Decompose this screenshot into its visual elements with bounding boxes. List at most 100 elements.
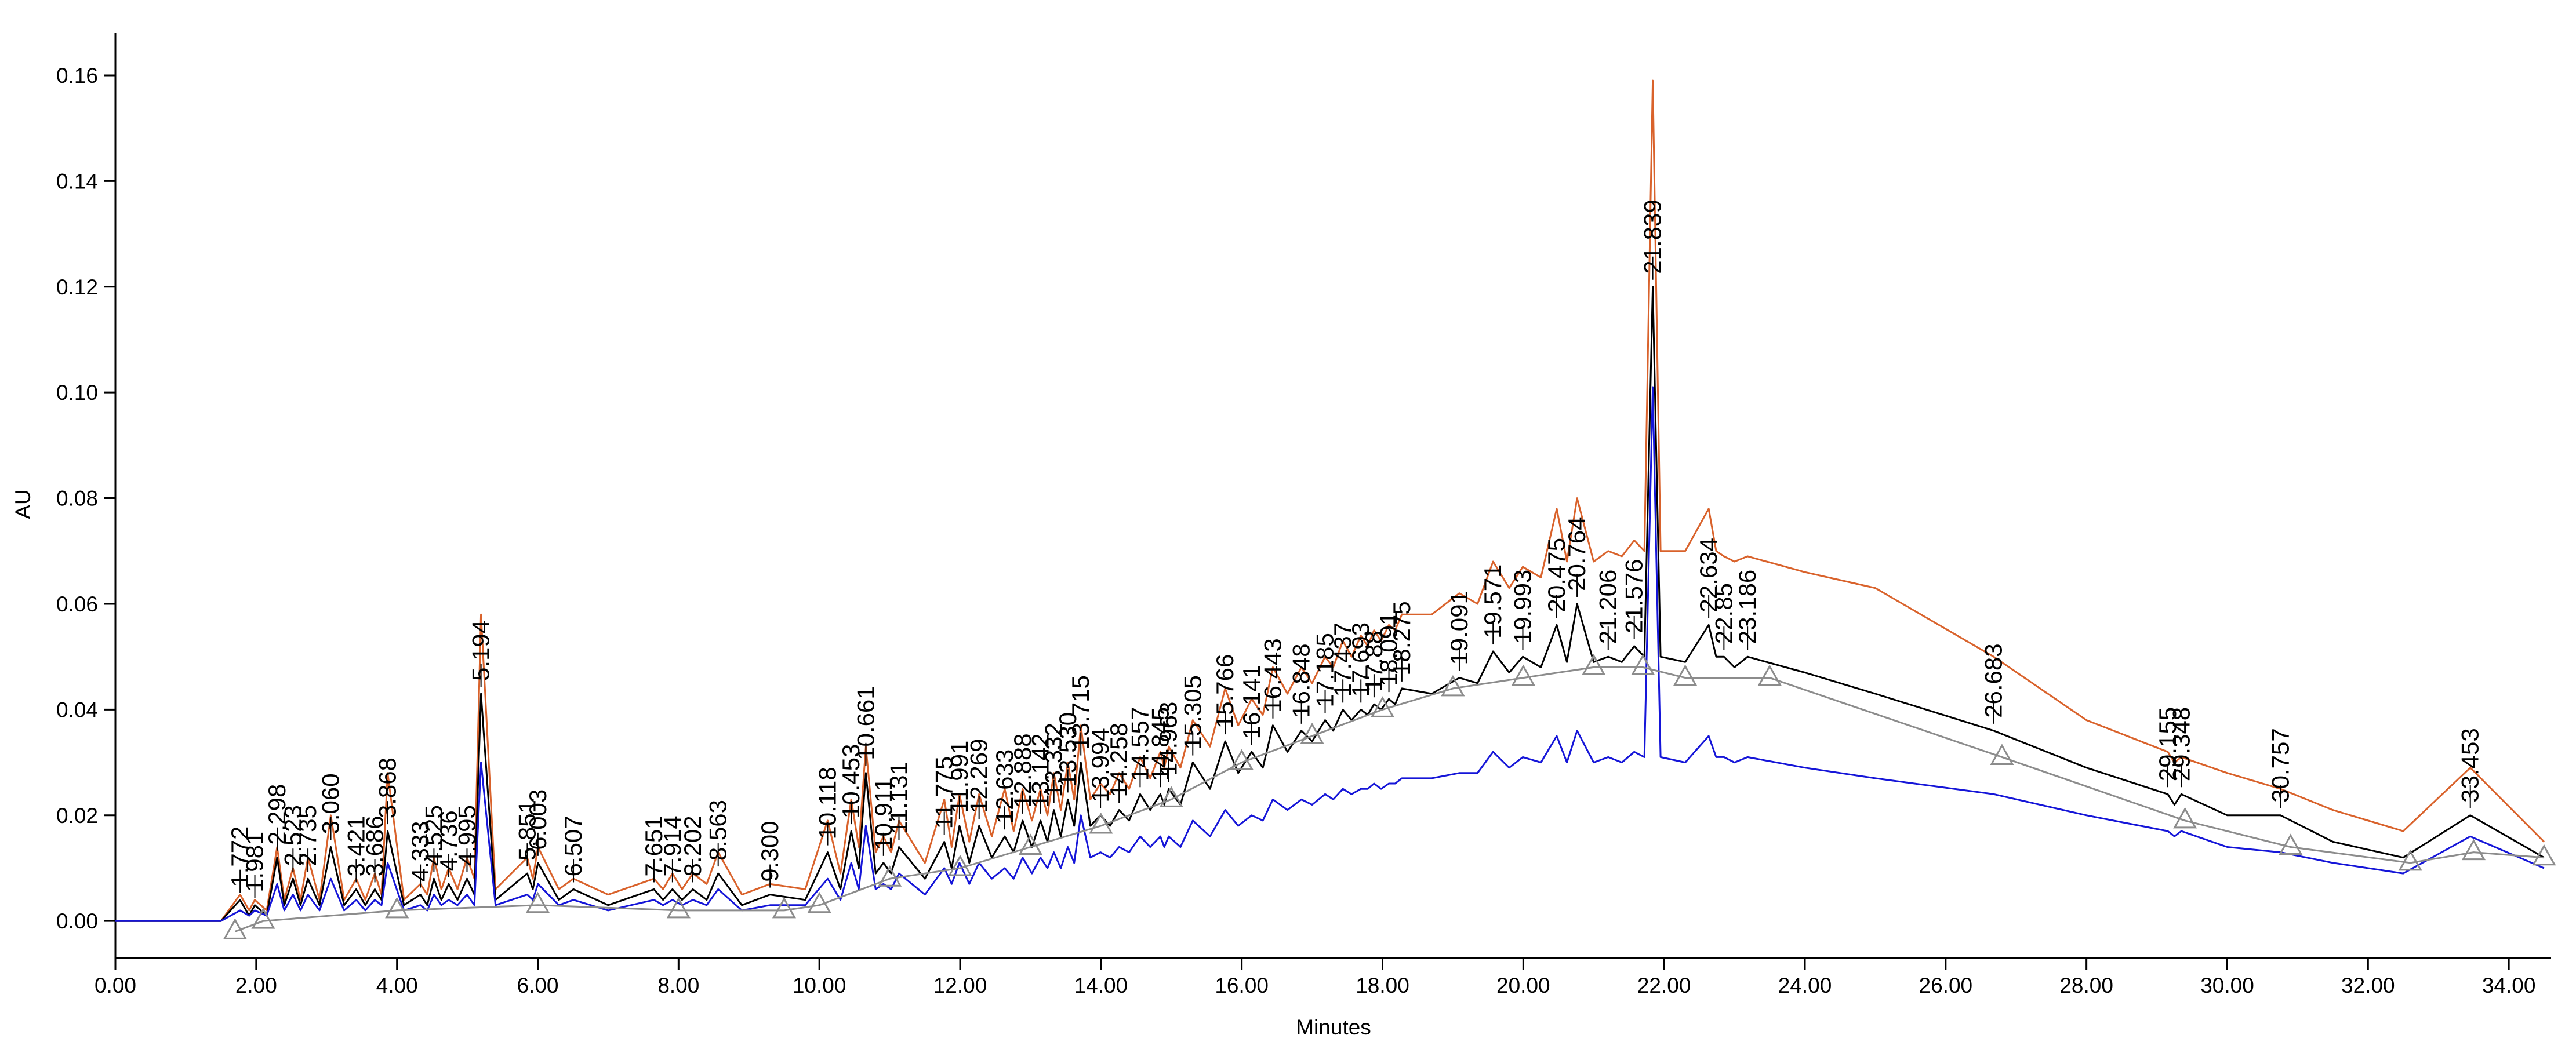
x-tick-label: 20.00 (1496, 974, 1550, 997)
baseline-marker (1300, 722, 1324, 744)
peak-label: 29.348 (2167, 707, 2194, 781)
peak-label: 3.421 (342, 815, 369, 876)
baseline-marker (2461, 839, 2486, 861)
trace (115, 79, 2545, 922)
peak-label: 11.991 (946, 741, 973, 813)
peak-label: 16.141 (1238, 665, 1265, 739)
trace (115, 286, 2545, 922)
y-tick-label: 0.06 (56, 592, 98, 616)
y-tick-label: 0.08 (56, 487, 98, 511)
peak-label: 30.757 (2266, 728, 2294, 802)
baseline-marker (1018, 833, 1042, 855)
baseline-marker (223, 918, 247, 939)
peak-label: 29.155 (2154, 707, 2181, 781)
x-tick-label: 18.00 (1356, 974, 1409, 997)
baseline-marker (385, 897, 409, 919)
peak-label: 17.437 (1329, 622, 1356, 697)
x-tick-label: 26.00 (1919, 974, 1973, 997)
peak-label: 20.764 (1563, 516, 1590, 591)
baseline-marker (807, 891, 831, 913)
baseline-marker (1990, 744, 2014, 765)
baseline-marker (1582, 654, 1606, 675)
peak-label: 17.185 (1311, 633, 1339, 707)
x-tick-label: 2.00 (235, 974, 277, 997)
peak-label: 18.275 (1388, 601, 1415, 675)
trace (115, 386, 2545, 922)
peak-label: 8.202 (679, 815, 706, 876)
peak-label: 26.683 (1980, 643, 2007, 717)
peak-label: 14.258 (1105, 723, 1132, 797)
peak-label: 1.772 (226, 826, 253, 887)
baseline-marker (1673, 664, 1698, 686)
peak-label: 5.851 (513, 800, 540, 861)
peak-label: 10.453 (837, 744, 864, 818)
peak-label: 17.88 (1360, 631, 1387, 691)
baseline-marker (1511, 664, 1535, 686)
y-tick-label: 0.04 (56, 698, 98, 722)
baseline-marker (2279, 833, 2303, 855)
baseline-marker (2532, 844, 2556, 866)
peak-label: 13.715 (1067, 675, 1094, 749)
peak-label: 21.576 (1621, 559, 1648, 633)
peak-label: 12.888 (1009, 733, 1036, 807)
peak-label: 13.530 (1054, 712, 1081, 786)
peak-label: 2.298 (263, 784, 290, 845)
peak-label: 13.332 (1040, 723, 1067, 797)
peak-label: 21.206 (1594, 570, 1622, 644)
peak-label: 10.118 (813, 767, 841, 839)
peak-label: 11.131 (885, 762, 912, 834)
y-tick-label: 0.10 (56, 381, 98, 405)
peak-label: 22.85 (1710, 583, 1737, 644)
peak-label: 4.995 (453, 805, 480, 866)
peak-label: 4.333 (406, 821, 434, 881)
baseline-marker (1230, 749, 1254, 771)
peak-label: 16.848 (1288, 643, 1315, 717)
baseline-marker (948, 854, 972, 876)
peak-label: 20.475 (1543, 538, 1570, 612)
peak-label: 4.736 (435, 810, 462, 871)
peak-label: 15.766 (1211, 654, 1238, 728)
y-axis-label: AU (11, 489, 35, 519)
peak-label: 23.186 (1734, 570, 1761, 644)
y-tick-label: 0.00 (56, 909, 98, 933)
x-tick-label: 6.00 (517, 974, 558, 997)
peak-label: 3.686 (361, 815, 388, 876)
baseline-marker (251, 908, 275, 929)
peak-label: 19.091 (1445, 591, 1473, 665)
peak-label: 7.914 (659, 815, 686, 876)
peak-label: 14.557 (1126, 707, 1153, 781)
baseline-marker (1631, 654, 1655, 675)
peak-label: 13.142 (1027, 733, 1054, 807)
peak-label: 3.868 (374, 757, 401, 818)
peak-label: 10.661 (852, 686, 879, 760)
x-tick-label: 14.00 (1074, 974, 1128, 997)
x-tick-label: 32.00 (2341, 974, 2395, 997)
baseline-marker (878, 865, 902, 887)
peak-label: 14.963 (1155, 702, 1182, 776)
y-tick-label: 0.12 (56, 275, 98, 299)
peak-label: 6.507 (559, 815, 587, 876)
x-tick-label: 12.00 (933, 974, 987, 997)
peak-label: 2.735 (294, 805, 321, 866)
baseline-marker (2398, 849, 2422, 871)
peak-label: 1.981 (241, 832, 268, 893)
peak-label: 17.693 (1347, 622, 1374, 697)
y-tick-label: 0.02 (56, 804, 98, 828)
x-tick-label: 22.00 (1637, 974, 1691, 997)
peak-label: 9.300 (756, 821, 783, 881)
peak-label: 11.775 (931, 756, 958, 829)
baseline-marker (1370, 696, 1395, 717)
x-tick-label: 30.00 (2200, 974, 2254, 997)
x-tick-label: 10.00 (793, 974, 846, 997)
trace (234, 666, 2545, 932)
peak-label: 10.911 (870, 777, 897, 850)
baseline-marker (1441, 675, 1465, 697)
baseline-marker (1159, 786, 1183, 807)
peak-label: 19.993 (1509, 570, 1536, 644)
peak-label: 8.563 (704, 800, 732, 861)
y-tick-label: 0.16 (56, 64, 98, 88)
baseline-marker (1757, 664, 1782, 686)
peak-label: 3.060 (317, 773, 344, 834)
baseline-marker (772, 897, 797, 919)
